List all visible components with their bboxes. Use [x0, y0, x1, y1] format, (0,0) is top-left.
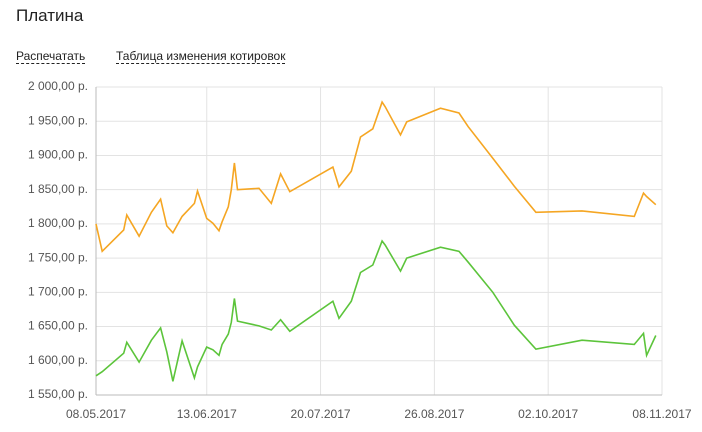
y-tick-label: 1 700,00 р. — [28, 285, 88, 299]
y-tick-label: 1 750,00 р. — [28, 250, 88, 264]
y-tick-label: 1 800,00 р. — [28, 216, 88, 230]
y-tick-label: 2 000,00 р. — [28, 79, 88, 93]
x-tick-label: 20.07.2017 — [291, 407, 351, 421]
y-tick-label: 1 650,00 р. — [28, 319, 88, 333]
y-tick-label: 1 550,00 р. — [28, 387, 88, 401]
table-link[interactable]: Таблица изменения котировок — [116, 49, 286, 64]
x-tick-label: 08.11.2017 — [632, 407, 691, 421]
y-tick-label: 1 850,00 р. — [28, 182, 88, 196]
series-line — [95, 239, 657, 382]
print-link[interactable]: Распечатать — [16, 49, 86, 64]
y-tick-label: 1 600,00 р. — [28, 353, 88, 367]
x-tick-label: 26.08.2017 — [404, 407, 464, 421]
x-tick-label: 02.10.2017 — [518, 407, 578, 421]
series-line — [95, 100, 657, 253]
y-tick-label: 1 900,00 р. — [28, 148, 88, 162]
y-tick-label: 1 950,00 р. — [28, 113, 88, 127]
title: Платина — [16, 6, 84, 25]
x-tick-label: 08.05.2017 — [66, 407, 126, 421]
x-tick-label: 13.06.2017 — [177, 407, 237, 421]
